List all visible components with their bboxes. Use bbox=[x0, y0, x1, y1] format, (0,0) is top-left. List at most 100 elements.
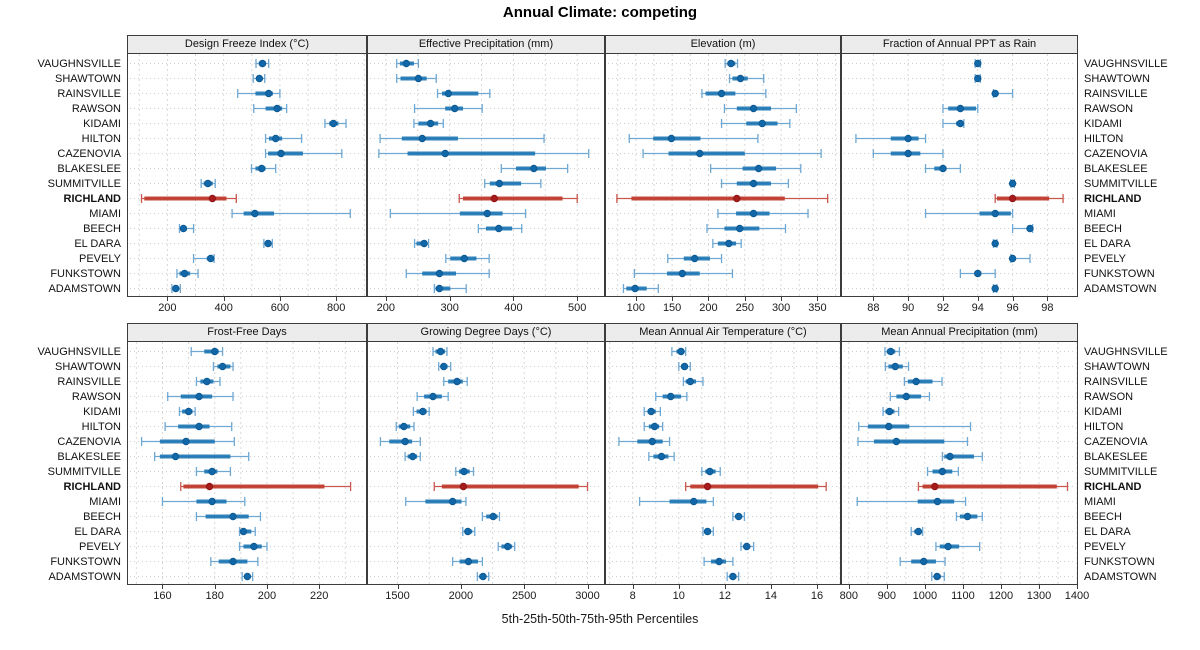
axis-tick bbox=[724, 585, 726, 589]
whisker-row-pevely bbox=[1008, 254, 1031, 263]
axis-tick bbox=[708, 297, 710, 301]
axis-tick-label: 8 bbox=[629, 590, 636, 602]
row-label-left-hilton: HILTON bbox=[81, 132, 121, 145]
axis-tick-label: 200 bbox=[158, 302, 177, 314]
whisker-row-hilton bbox=[379, 134, 545, 143]
row-label-right-cazenovia: CAZENOVIA bbox=[1084, 147, 1148, 160]
whisker-row-el-dara bbox=[712, 239, 742, 248]
axis-tick-label: 500 bbox=[568, 302, 587, 314]
row-label-left-kidami: KIDAMI bbox=[83, 117, 121, 130]
whisker-row-beech bbox=[481, 512, 501, 521]
axis-tick-label: 220 bbox=[310, 590, 329, 602]
axis-tick bbox=[577, 297, 579, 301]
whisker-row-adamstown bbox=[931, 572, 945, 581]
axis-tick-label: 2500 bbox=[511, 590, 537, 602]
whisker-row-rainsville bbox=[195, 377, 221, 386]
row-label-right-miami: MIAMI bbox=[1084, 495, 1116, 508]
row-label-left-beech: BEECH bbox=[83, 222, 121, 235]
axis-tick-label: 94 bbox=[971, 302, 984, 314]
whisker-row-funkstown bbox=[176, 269, 199, 278]
whisker-row-hilton bbox=[628, 134, 759, 143]
row-label-right-kidami: KIDAMI bbox=[1084, 117, 1122, 130]
axis-tick-label: 1200 bbox=[988, 590, 1014, 602]
whisker-row-cazenovia bbox=[618, 437, 671, 446]
whisker-row-miami bbox=[389, 209, 527, 218]
whisker-row-el-dara bbox=[702, 527, 714, 536]
axis-tick bbox=[167, 297, 169, 301]
axis-tick bbox=[279, 297, 281, 301]
axis-tick-label: 1300 bbox=[1026, 590, 1052, 602]
axis-tick-label: 250 bbox=[735, 302, 754, 314]
axis-tick-label: 12 bbox=[718, 590, 731, 602]
panel-elevation-m-: Elevation (m) bbox=[605, 35, 841, 297]
whisker-row-beech bbox=[706, 224, 787, 233]
row-label-left-beech: BEECH bbox=[83, 510, 121, 523]
whisker-row-richland bbox=[994, 194, 1064, 203]
whisker-row-miami bbox=[717, 209, 809, 218]
whisker-row-shawtown bbox=[396, 74, 437, 83]
whisker-row-pevely bbox=[238, 542, 268, 551]
panel-mean-annual-precipitation-mm-: Mean Annual Precipitation (mm) bbox=[841, 323, 1078, 585]
row-label-right-rawson: RAWSON bbox=[1084, 102, 1134, 115]
whisker-row-vaughnsville bbox=[671, 347, 687, 356]
row-label-left-miami: MIAMI bbox=[89, 495, 121, 508]
whisker-row-adamstown bbox=[726, 572, 740, 581]
row-label-right-hilton: HILTON bbox=[1084, 420, 1124, 433]
axis-tick-label: 160 bbox=[153, 590, 172, 602]
whisker-row-summitville bbox=[926, 467, 960, 476]
row-label-right-shawtown: SHAWTOWN bbox=[1084, 360, 1150, 373]
axis-tick bbox=[513, 297, 515, 301]
whisker-row-adamstown bbox=[622, 284, 659, 293]
whisker-row-rainsville bbox=[237, 89, 281, 98]
whisker-row-vaughnsville bbox=[724, 59, 739, 68]
whisker-row-kidami bbox=[720, 119, 791, 128]
axis-tick-label: 800 bbox=[326, 302, 346, 314]
row-label-left-el-dara: EL DARA bbox=[74, 525, 121, 538]
whisker-row-kidami bbox=[178, 407, 196, 416]
whisker-row-blakeslee bbox=[250, 164, 277, 173]
row-label-left-richland: RICHLAND bbox=[63, 192, 121, 205]
axis-tick bbox=[319, 585, 321, 589]
whisker-row-funkstown bbox=[959, 269, 996, 278]
whisker-row-richland bbox=[433, 482, 589, 491]
panel-frost-free-days: Frost-Free Days bbox=[127, 323, 367, 585]
whisker-row-blakeslee bbox=[924, 164, 962, 173]
axis-tick bbox=[460, 585, 462, 589]
whisker-row-funkstown bbox=[633, 269, 734, 278]
row-label-right-hilton: HILTON bbox=[1084, 132, 1124, 145]
whisker-row-adamstown bbox=[476, 572, 490, 581]
axis-tick-label: 90 bbox=[902, 302, 915, 314]
row-label-left-funkstown: FUNKSTOWN bbox=[50, 267, 121, 280]
axis-tick bbox=[524, 585, 526, 589]
axis-tick bbox=[873, 297, 875, 301]
axis-tick bbox=[1077, 585, 1078, 589]
axis-tick bbox=[817, 297, 819, 301]
whisker-row-el-dara bbox=[991, 239, 999, 248]
row-label-left-miami: MIAMI bbox=[89, 207, 121, 220]
axis-tick-label: 200 bbox=[699, 302, 718, 314]
whisker-row-funkstown bbox=[451, 557, 484, 566]
row-label-left-kidami: KIDAMI bbox=[83, 405, 121, 418]
row-label-right-summitville: SUMMITVILLE bbox=[1084, 465, 1158, 478]
axis-tick-label: 900 bbox=[877, 590, 897, 602]
whisker-row-shawtown bbox=[438, 362, 452, 371]
row-label-left-richland: RICHLAND bbox=[63, 480, 121, 493]
whisker-row-summitville bbox=[701, 467, 721, 476]
axis-tick-label: 600 bbox=[270, 302, 290, 314]
panel-header: Design Freeze Index (°C) bbox=[128, 36, 366, 54]
whisker-row-blakeslee bbox=[709, 164, 802, 173]
whisker-row-funkstown bbox=[405, 269, 490, 278]
whisker-row-vaughnsville bbox=[974, 59, 982, 68]
axis-tick bbox=[397, 585, 399, 589]
whisker-row-summitville bbox=[200, 179, 216, 188]
row-label-right-pevely: PEVELY bbox=[1084, 540, 1126, 553]
row-label-right-beech: BEECH bbox=[1084, 510, 1122, 523]
whisker-row-kidami bbox=[413, 119, 444, 128]
whisker-row-cazenovia bbox=[857, 437, 969, 446]
whisker-row-miami bbox=[924, 209, 1014, 218]
axis-tick bbox=[449, 297, 451, 301]
whisker-row-vaughnsville bbox=[432, 347, 448, 356]
axis-tick-label: 92 bbox=[936, 302, 950, 314]
axis-tick-label: 180 bbox=[205, 590, 224, 602]
whisker-row-hilton bbox=[164, 422, 233, 431]
